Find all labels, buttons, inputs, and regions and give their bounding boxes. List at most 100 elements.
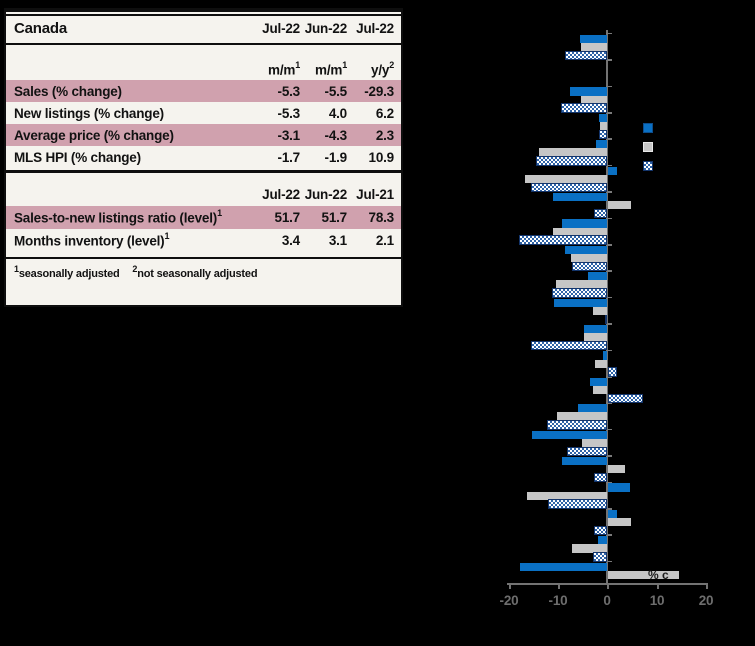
x-axis-tick — [607, 583, 609, 589]
bar-gray-solid — [608, 465, 626, 474]
y-axis-tick — [606, 217, 612, 220]
bar-blue-checkered — [519, 235, 607, 245]
bar-blue-checkered — [552, 288, 607, 298]
y-axis-tick — [606, 560, 612, 563]
bar-blue-checkered — [531, 182, 607, 193]
row-value: 51.7 — [274, 210, 301, 225]
table-row: Sales-to-new listings ratio (level)1 51.… — [6, 206, 401, 229]
bar-blue-checkered — [593, 525, 607, 536]
x-tick-label: -10 — [548, 593, 568, 608]
row-label: MLS HPI (% change) — [14, 149, 141, 165]
bar-blue-solid — [589, 377, 607, 386]
table-footnote-rule — [6, 257, 401, 259]
bar-gray-solid — [608, 201, 631, 210]
table-title: Canada — [14, 20, 67, 37]
table-col-header: Jul-22 — [262, 187, 300, 202]
table-header2-row: Jul-22 Jun-22 Jul-21 — [6, 173, 401, 206]
bar-gray-solid — [608, 518, 631, 527]
bar-blue-checkered — [548, 499, 607, 509]
bar-blue-checkered — [567, 446, 607, 457]
y-axis-tick — [606, 85, 612, 88]
row-value: -5.3 — [277, 105, 301, 121]
row-label: New listings (% change) — [14, 105, 164, 121]
y-axis-tick — [606, 508, 612, 510]
bar-blue-checkered — [608, 367, 617, 377]
bar-gray-solid — [582, 438, 607, 448]
bar-blue-solid — [599, 113, 607, 122]
row-value: -1.7 — [277, 149, 301, 165]
bar-gray-solid — [572, 544, 607, 553]
bar-gray-solid — [556, 412, 607, 421]
row-value: -4.3 — [324, 127, 348, 143]
bar-blue-solid — [569, 87, 607, 96]
row-value: -5.3 — [277, 83, 301, 99]
bar-blue-solid — [608, 166, 617, 175]
row-value: -1.9 — [324, 149, 348, 165]
bar-blue-checkered — [560, 103, 607, 113]
y-axis-tick — [606, 191, 612, 193]
row-value: -29.3 — [364, 83, 394, 99]
y-axis-tick — [606, 323, 612, 325]
x-tick-label: 20 — [698, 593, 714, 608]
bar-gray-solid — [593, 306, 607, 316]
table-col-header: Jul-22 — [262, 21, 300, 36]
y-axis-tick — [606, 296, 612, 299]
bar-gray-solid — [570, 254, 607, 263]
x-tick-label: -20 — [499, 593, 519, 608]
table-row: MLS HPI (% change) -1.7 -1.9 10.9 — [6, 146, 401, 168]
bar-blue-checkered — [572, 261, 607, 272]
bar-blue-solid — [596, 140, 607, 149]
bar-blue-checkered — [546, 420, 607, 430]
row-value: 10.9 — [368, 149, 395, 165]
bar-blue-checkered — [608, 393, 644, 404]
bar-gray-solid — [608, 570, 679, 580]
bar-gray-solid — [593, 386, 607, 395]
table-col-header: Jul-21 — [356, 187, 394, 202]
legend-swatch-blue — [643, 123, 653, 133]
y-axis-tick — [606, 138, 612, 140]
y-axis-tick — [606, 112, 612, 114]
row-value: 78.3 — [368, 210, 395, 225]
y-axis-tick — [606, 349, 612, 352]
bar-blue-solid — [608, 483, 630, 492]
y-axis-tick — [606, 481, 612, 484]
row-value: 6.2 — [375, 105, 394, 121]
legend-swatch-gray — [643, 142, 653, 152]
bar-blue-checkered — [536, 156, 607, 166]
bar-blue-solid — [565, 245, 607, 254]
y-axis-tick — [606, 270, 612, 272]
bar-blue-checkered — [604, 314, 607, 325]
bar-gray-solid — [600, 122, 607, 131]
bar-blue-solid — [584, 324, 607, 334]
bar-blue-checkered — [594, 208, 607, 219]
table-section-rule — [6, 170, 401, 173]
bar-blue-solid — [552, 192, 607, 202]
bar-blue-solid — [608, 509, 618, 518]
row-value: 2.3 — [375, 127, 394, 143]
bar-blue-solid — [597, 536, 607, 545]
row-value: -5.5 — [324, 83, 348, 99]
y-axis-tick — [606, 455, 612, 457]
x-axis-tick — [657, 583, 659, 589]
row-value: 3.4 — [281, 233, 300, 248]
x-tick-label: 0 — [603, 593, 611, 608]
bar-blue-solid — [562, 456, 607, 466]
y-axis-tick — [606, 244, 612, 246]
y-axis-tick — [606, 164, 612, 167]
table-row: Sales (% change) -5.3 -5.5 -29.3 — [6, 80, 401, 102]
row-label: Months inventory (level)1 — [14, 231, 170, 249]
bar-blue-solid — [520, 562, 607, 571]
table-row: Average price (% change) -3.1 -4.3 2.3 — [6, 124, 401, 146]
x-axis-tick — [706, 583, 708, 589]
y-axis-tick — [606, 534, 612, 536]
table-top-rule — [6, 8, 401, 12]
row-label: Sales (% change) — [14, 83, 122, 99]
table-header-row: Canada Jul-22 Jun-22 Jul-22 — [6, 16, 401, 42]
table-row: New listings (% change) -5.3 4.0 6.2 — [6, 102, 401, 124]
bar-blue-checkered — [531, 340, 607, 351]
table-footnote: 1seasonally adjusted 2not seasonally adj… — [14, 263, 258, 281]
table-header-rule — [6, 42, 401, 45]
x-axis-tick — [558, 583, 560, 589]
